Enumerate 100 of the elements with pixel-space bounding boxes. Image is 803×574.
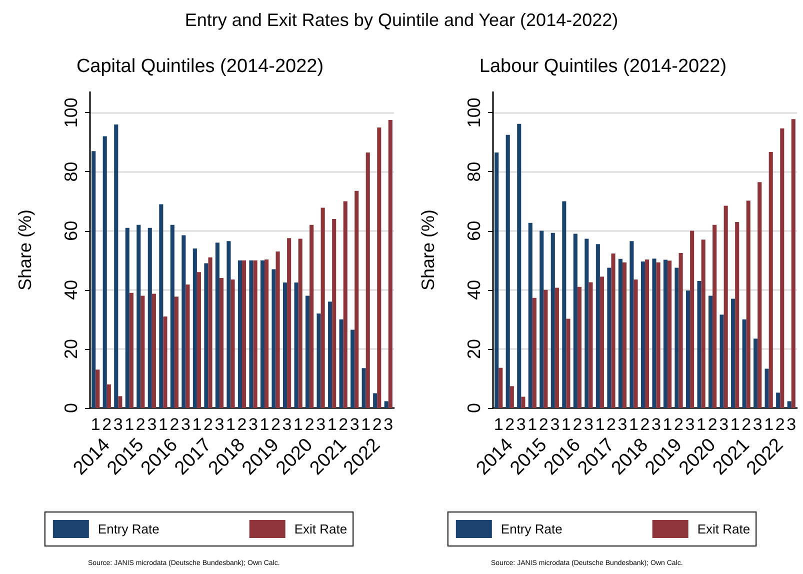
x-tick-label: 2 (237, 415, 247, 434)
x-tick-label: 2 (102, 415, 112, 434)
bar (272, 269, 276, 408)
x-tick-label: 1 (361, 415, 371, 434)
bar (754, 338, 758, 408)
bar (600, 276, 604, 408)
x-tick-label: 2 (640, 415, 650, 434)
x-tick-label: 3 (685, 415, 695, 434)
bar (652, 258, 656, 408)
bar (366, 152, 370, 408)
x-tick-label: 2 (170, 415, 180, 434)
bar (96, 370, 100, 408)
x-tick-label: 3 (652, 415, 661, 434)
bar (249, 260, 254, 408)
x-tick-label: 1 (494, 415, 504, 434)
x-tick-label: 3 (214, 415, 224, 434)
bar (768, 152, 773, 408)
x-tick-label: 2 (742, 415, 752, 434)
bar (170, 224, 174, 408)
bar (362, 368, 366, 408)
x-tick-label: 2 (505, 415, 515, 434)
bar (373, 393, 378, 408)
bar (787, 401, 792, 408)
x-tick-label: 1 (294, 415, 304, 434)
bar (588, 282, 593, 408)
bar (354, 190, 359, 408)
bar (152, 294, 156, 408)
bar (742, 319, 746, 408)
bar (253, 260, 258, 408)
bar (226, 241, 231, 408)
bar (343, 201, 348, 408)
bar (656, 262, 660, 408)
bar (678, 252, 683, 408)
bar (618, 258, 622, 408)
chart-subtitle: Labour Quintiles (2014-2022) (479, 56, 727, 77)
x-tick-label: 3 (113, 415, 123, 434)
bar (584, 238, 589, 408)
bar (287, 238, 292, 408)
bar (276, 251, 280, 408)
bar (506, 134, 510, 408)
bar (634, 280, 638, 408)
y-axis-title: Share (%) (15, 209, 35, 291)
x-tick-label: 3 (719, 415, 729, 434)
x-tick-label: 1 (226, 415, 236, 434)
x-tick-label: 1 (260, 415, 270, 434)
bar (230, 280, 235, 408)
bar (532, 298, 536, 408)
bar (690, 230, 694, 408)
bar (204, 263, 208, 408)
y-tick-label: 60 (61, 220, 81, 241)
bar (494, 152, 499, 408)
bar (264, 259, 269, 408)
bar (92, 151, 96, 408)
bar (780, 128, 784, 408)
chart-subtitle: Capital Quintiles (2014-2022) (76, 56, 324, 77)
x-tick-label: 2 (271, 415, 281, 434)
bar (163, 316, 168, 408)
x-tick-label: 3 (316, 415, 326, 434)
legend-label: Exit Rate (697, 522, 750, 536)
bar (339, 319, 344, 408)
bar (106, 384, 111, 408)
y-tick-label: 0 (61, 402, 81, 414)
bar (186, 284, 190, 408)
x-tick-label: 1 (629, 415, 638, 434)
x-tick-label: 1 (192, 415, 202, 434)
bar (260, 260, 265, 408)
bar (708, 296, 713, 408)
bar (562, 201, 566, 408)
x-tick-label: 3 (786, 415, 796, 434)
bar (125, 228, 130, 408)
y-tick-label: 0 (464, 402, 484, 414)
bar (622, 262, 627, 408)
x-tick-label: 1 (662, 415, 672, 434)
bar (215, 242, 220, 408)
bar (102, 136, 107, 408)
y-tick-label: 80 (61, 162, 81, 182)
bar (282, 282, 288, 408)
bar (129, 292, 134, 408)
bar (697, 281, 702, 408)
x-tick-label: 3 (147, 415, 157, 434)
y-tick-label: 20 (464, 338, 484, 359)
bar (118, 396, 122, 408)
bar (219, 278, 224, 408)
x-tick-label: 3 (752, 415, 762, 434)
bar (746, 200, 750, 408)
bar (521, 396, 526, 408)
bar (674, 268, 679, 408)
bar (731, 298, 736, 408)
x-tick-label: 1 (561, 415, 571, 434)
x-tick-label: 2 (203, 415, 213, 434)
bar (712, 224, 717, 408)
bar (720, 314, 724, 408)
bar (294, 282, 298, 408)
x-tick-label: 2 (572, 415, 582, 434)
bar (640, 262, 645, 408)
bar (566, 318, 570, 408)
x-tick-label: 2 (338, 415, 348, 434)
x-tick-label: 1 (90, 415, 100, 434)
x-tick-label: 2 (372, 415, 382, 434)
bar (114, 124, 118, 408)
